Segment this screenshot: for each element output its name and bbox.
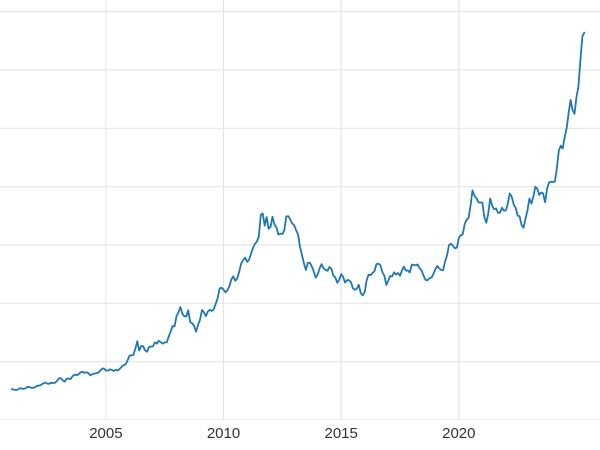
x-tick-label: 2005	[89, 425, 123, 442]
x-tick-label: 2020	[442, 425, 476, 442]
x-tick-label: 2010	[206, 425, 241, 442]
plot-area	[0, 0, 600, 420]
x-tick-label: 2015	[324, 425, 358, 442]
x-axis: 2005 2010 2015 2020	[0, 420, 600, 450]
